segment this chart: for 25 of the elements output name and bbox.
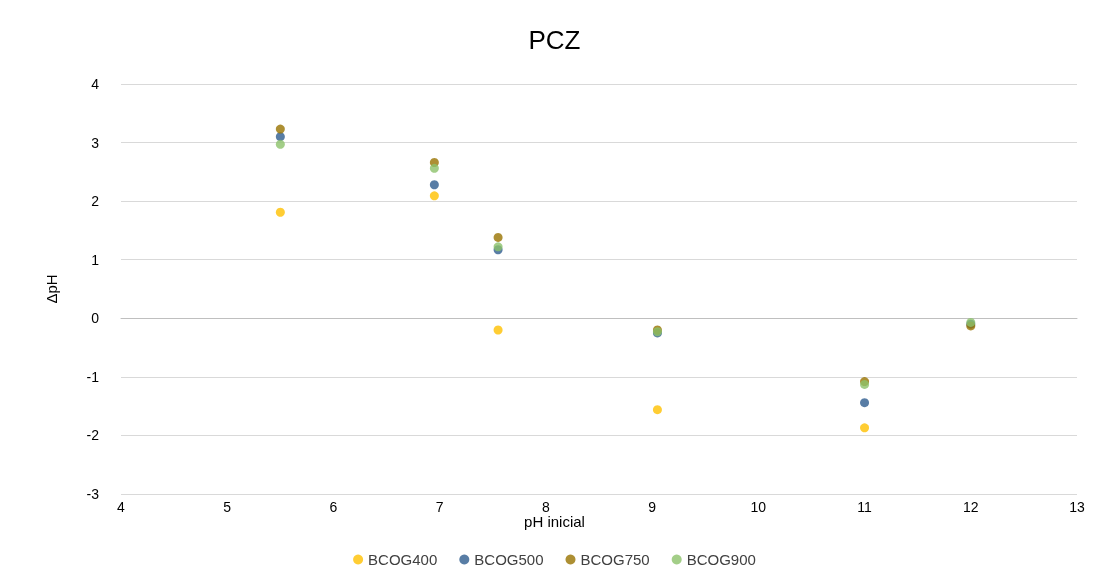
x-tick-label: 10 [750, 499, 767, 515]
y-tick-label: -2 [86, 427, 100, 444]
y-tick-label: 0 [91, 310, 100, 327]
y-tick-label: 2 [91, 193, 100, 210]
chart-title: PCZ [528, 25, 581, 55]
x-tick-label: 11 [857, 499, 873, 515]
x-tick-label: 9 [648, 499, 657, 515]
legend-label: BCOG750 [580, 551, 650, 568]
x-tick-label: 12 [962, 499, 979, 515]
legend-label: BCOG500 [474, 551, 544, 568]
y-tick-label: 4 [91, 76, 100, 92]
y-tick-label: 1 [91, 251, 100, 268]
legend-label: BCOG400 [368, 551, 438, 568]
y-tick-label: -1 [86, 368, 100, 385]
x-tick-label: 13 [1069, 499, 1085, 515]
x-axis-title: pH inicial [524, 513, 585, 530]
y-axis-title: ΔpH [43, 274, 60, 304]
x-tick-label: 4 [117, 499, 126, 515]
y-tick-label: 3 [91, 134, 100, 151]
y-tick-label: -3 [86, 486, 100, 502]
x-tick-label: 5 [223, 499, 232, 515]
x-tick-label: 7 [435, 499, 444, 515]
x-tick-label: 6 [329, 499, 338, 515]
x-tick-label: 8 [541, 499, 550, 515]
legend-label: BCOG900 [686, 551, 756, 568]
